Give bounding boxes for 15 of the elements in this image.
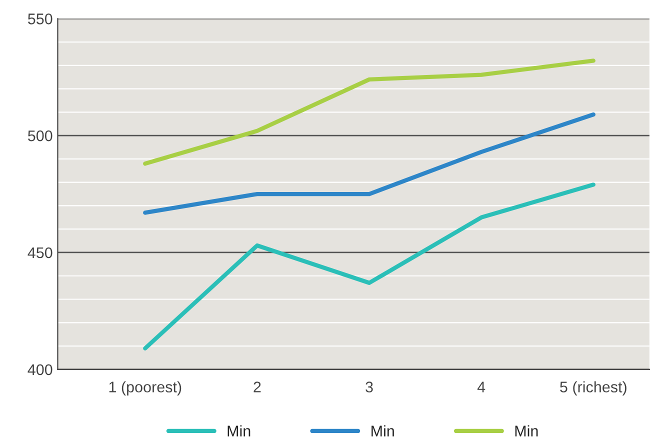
x-tick-label: 4: [477, 382, 486, 392]
y-tick-label: 550: [28, 14, 52, 24]
y-tick-label: 500: [28, 130, 52, 142]
x-tick-label: 5 (richest): [560, 381, 626, 396]
x-tick-label: 3: [366, 382, 373, 392]
line-series: [143, 182, 596, 350]
x-tick-label: 2: [254, 382, 261, 392]
y-tick-label: 400: [28, 364, 52, 376]
line-series: [143, 58, 596, 166]
y-tick-label: 450: [28, 247, 52, 258]
line-series: [143, 112, 596, 215]
legend-label: Min: [228, 425, 250, 436]
legend-label: Min: [372, 425, 394, 436]
legend-label: Min: [515, 425, 538, 436]
x-tick-label: 1 (poorest): [109, 381, 182, 396]
